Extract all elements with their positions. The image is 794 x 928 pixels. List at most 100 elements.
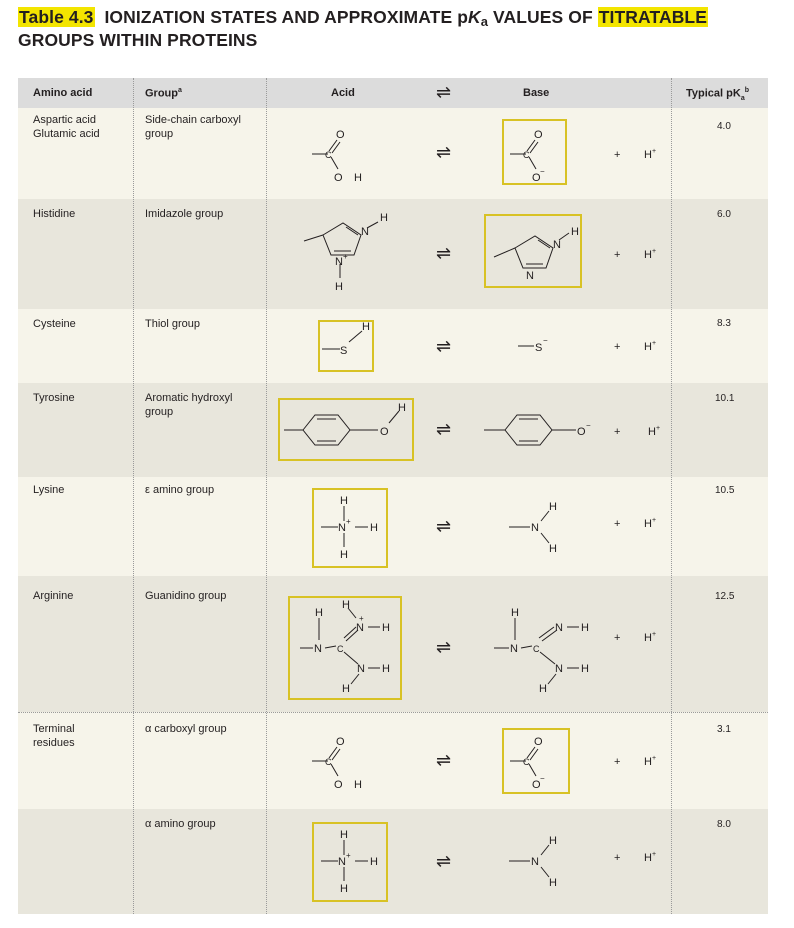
row-bg-6 [18, 576, 768, 712]
atom-label: O [334, 779, 343, 791]
atom-label: C [325, 757, 332, 767]
pka-value: 10.5 [715, 485, 735, 496]
highlight-box-phenol [278, 398, 414, 461]
atom-label: H [382, 622, 390, 634]
amino-acid-histidine: Histidine [33, 208, 76, 220]
atom-label: H [342, 683, 350, 695]
chemical-structures: O C O H O C O − N H N + H N H N S H S − … [284, 82, 660, 895]
atom-label: H [340, 495, 348, 507]
plus-sign: + [614, 518, 620, 530]
atom-label: C [533, 644, 540, 654]
atom-label: S [535, 342, 542, 354]
charge-label: + [346, 517, 351, 526]
atom-label: H [382, 663, 390, 675]
row-bg-2 [18, 199, 768, 309]
atom-label: H [362, 321, 370, 333]
table-title: Table 4.3 IONIZATION STATES AND APPROXIM… [18, 6, 778, 52]
proton-charge: + [652, 851, 656, 858]
header-typical-text: Typical pK [686, 87, 741, 100]
charge-label: + [359, 614, 364, 623]
proton-label: H [648, 426, 656, 438]
pka-value: 12.5 [715, 591, 735, 602]
atom-label: H [380, 212, 388, 224]
atom-label: N [338, 522, 346, 534]
plus-sign: + [614, 149, 620, 161]
proton-label: H [644, 149, 652, 161]
pka-value: 8.0 [717, 819, 731, 830]
atom-label: O [532, 172, 541, 184]
atom-label: C [523, 757, 530, 767]
plus-sign: + [614, 632, 620, 644]
row-bg-7 [18, 712, 768, 809]
atom-label: O [334, 172, 343, 184]
proton-charge: + [656, 425, 660, 432]
proton-label: H [644, 756, 652, 768]
atom-label: H [549, 877, 557, 889]
table-number: Table 4.3 [18, 7, 95, 27]
pka-value: 3.1 [717, 724, 731, 735]
atom-label: H [549, 543, 557, 555]
atom-label: O [336, 736, 345, 748]
title-text-2: VALUES OF [488, 7, 598, 27]
atom-label: N [361, 226, 369, 238]
atom-label: H [340, 549, 348, 561]
header-base: Base [523, 87, 550, 99]
proton-charge: + [652, 248, 656, 255]
atom-label: H [398, 402, 406, 414]
col-divider-2 [266, 78, 267, 914]
atom-label: H [354, 172, 362, 184]
atom-label: N [553, 239, 561, 251]
atom-label: N [356, 622, 364, 634]
header-acid: Acid [331, 87, 355, 99]
proton-label: H [644, 341, 652, 353]
equilibrium-arrow: ⇌ [436, 419, 451, 440]
atom-label: C [523, 150, 530, 160]
atom-label: C [337, 644, 344, 654]
highlight-box-ammonium-terminal [312, 822, 388, 902]
plus-sign: + [614, 341, 620, 353]
charge-label: + [343, 252, 348, 261]
atom-label: N [531, 522, 539, 534]
highlight-box-imidazole-base [484, 214, 582, 288]
header-typical-sup: b [744, 87, 749, 94]
proton-label: H [644, 518, 652, 530]
atom-label: H [340, 829, 348, 841]
equilibrium-arrow: ⇌ [436, 336, 451, 357]
pka-value: 8.3 [717, 318, 731, 329]
col-divider-3 [671, 78, 672, 914]
atom-label: O [534, 736, 543, 748]
plus-sign: + [614, 852, 620, 864]
col-divider-1 [133, 78, 134, 914]
atom-label: N [555, 622, 563, 634]
group-side-chain-carboxyl: Side-chain carboxyl group [145, 114, 241, 140]
amino-acid-terminal: Terminal residues [33, 723, 75, 749]
atom-label: H [370, 522, 378, 534]
row-bg-8 [18, 809, 768, 914]
equilibrium-arrow: ⇌ [436, 851, 451, 872]
atom-label: H [354, 779, 362, 791]
row-bg-3 [18, 309, 768, 383]
atom-label: N [335, 256, 343, 268]
title-line-2: GROUPS WITHIN PROTEINS [18, 30, 258, 50]
title-text-1: IONIZATION STATES AND APPROXIMATE p [104, 7, 468, 27]
atom-label: H [370, 856, 378, 868]
group-thiol: Thiol group [145, 318, 201, 330]
highlight-box-ammonium [312, 488, 388, 568]
atom-label: N [314, 643, 322, 655]
title-ka: K [467, 7, 481, 27]
highlight-box-carboxylate-terminal [502, 728, 570, 794]
atom-label: H [539, 683, 547, 695]
atom-label: H [340, 883, 348, 895]
equilibrium-arrow: ⇌ [436, 637, 451, 658]
equilibrium-arrow: ⇌ [436, 750, 451, 771]
header-typical-sub: a [740, 94, 745, 102]
atom-label: C [325, 150, 332, 160]
amino-acid-cysteine: Cysteine [33, 318, 76, 330]
proton-charge: + [652, 755, 656, 762]
amino-acid-tyrosine: Tyrosine [33, 392, 75, 404]
pka-value: 10.1 [715, 393, 735, 404]
plus-sign: + [614, 249, 620, 261]
proton-charge: + [652, 631, 656, 638]
plus-sign: + [614, 426, 620, 438]
title-highlight: TITRATABLE [597, 7, 708, 27]
